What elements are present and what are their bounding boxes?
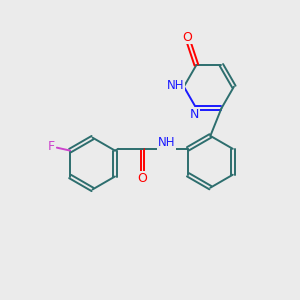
Text: O: O	[183, 31, 193, 44]
Text: O: O	[138, 172, 148, 185]
Text: NH: NH	[158, 136, 175, 149]
Text: N: N	[190, 108, 200, 121]
Text: NH: NH	[167, 79, 184, 92]
Text: F: F	[48, 140, 55, 153]
